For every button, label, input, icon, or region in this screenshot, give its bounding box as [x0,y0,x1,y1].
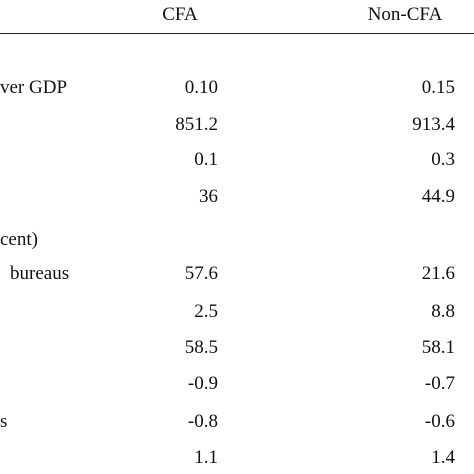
cell-value: 36 [199,186,218,207]
cell-value: -0.7 [424,373,455,394]
column-header: Non-CFA [367,4,443,25]
cell-value: 0.10 [184,77,218,98]
cell-value: 1.4 [431,447,455,468]
cell-value: 58.5 [184,337,218,358]
cell-value: 44.9 [421,186,455,207]
cell-value: -0.6 [424,411,455,432]
cell-value: 8.8 [431,301,455,322]
row-label: ver GDP [0,77,68,98]
row-label: cent) [0,229,38,250]
cell-value: -0.9 [187,373,218,394]
cell-value: 21.6 [421,263,455,284]
cell-value: -0.8 [187,411,218,432]
cell-value: 0.3 [431,149,455,170]
cell-value: 0.1 [194,149,218,170]
row-label: bureaus [10,263,70,284]
column-header: CFA [162,4,198,25]
cell-value: 2.5 [194,301,218,322]
cell-value: 57.6 [184,263,218,284]
cell-value: 58.1 [421,337,455,358]
row-label: s [0,411,8,432]
cell-value: 913.4 [412,114,455,135]
header-rule [0,33,474,34]
cell-value: 851.2 [175,114,218,135]
cell-value: 0.15 [421,77,455,98]
cell-value: 1.1 [194,447,218,468]
